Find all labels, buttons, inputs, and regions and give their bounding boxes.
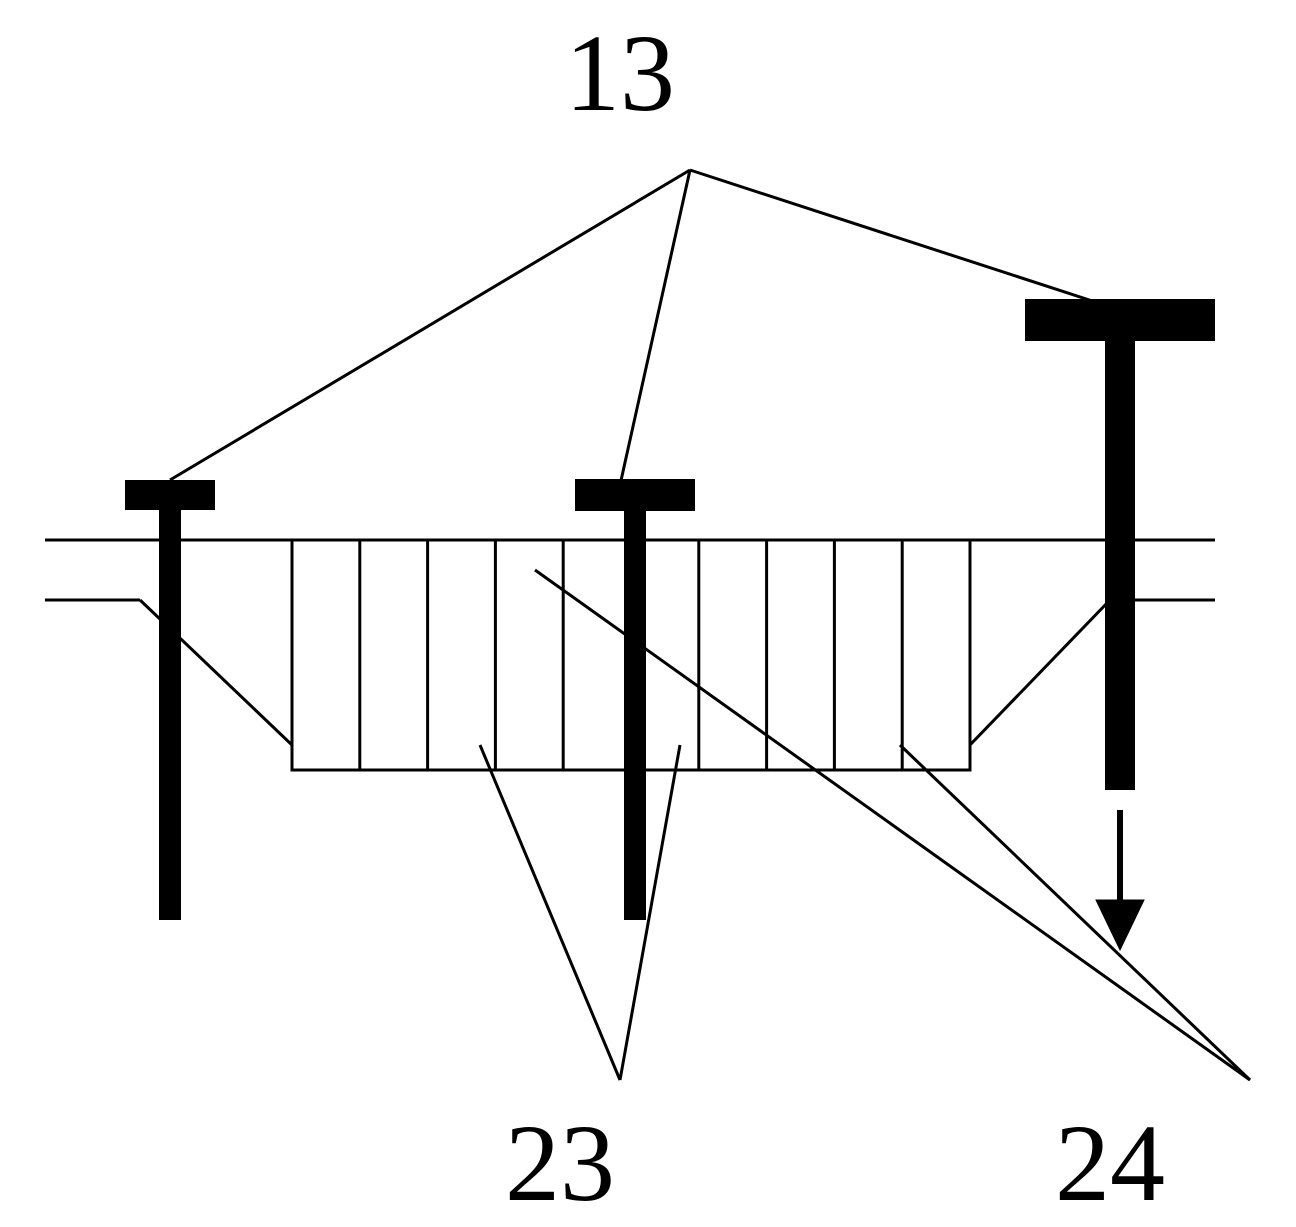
label-23: 23 xyxy=(505,1102,615,1224)
nail-cap xyxy=(1025,299,1215,341)
leader-13 xyxy=(620,170,690,485)
label-13: 13 xyxy=(565,12,675,134)
leader-13 xyxy=(690,170,1120,310)
leader-23 xyxy=(480,745,620,1080)
label-24: 24 xyxy=(1055,1102,1165,1224)
nail-cap xyxy=(575,479,695,511)
nail-cap xyxy=(125,480,215,510)
leader-13 xyxy=(170,170,690,480)
leader-24 xyxy=(900,745,1250,1080)
motion-arrow-head xyxy=(1096,900,1144,950)
